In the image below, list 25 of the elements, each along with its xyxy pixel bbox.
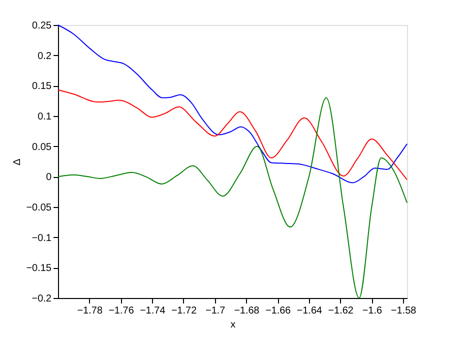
y-tick-label: 0.25 [32,20,52,32]
x-tick-label: −1.66 [265,306,292,316]
y-tick-label: −0.2 [32,294,52,304]
x-tick-label: −1.62 [328,306,354,316]
y-tick-label: 0.15 [32,81,52,92]
x-axis-title: x [230,320,236,330]
y-tick-label: −0.05 [26,202,52,214]
y-tick-label: −0.15 [26,263,52,274]
x-tick-label: −1.7 [205,306,226,316]
line-series [58,24,408,184]
y-tick-label: 0.1 [38,112,52,122]
x-tick-label: −1.64 [296,306,323,316]
x-tick-label: −1.58 [390,306,417,316]
x-tick-label: −1.68 [234,306,260,316]
x-tick-label: −1.74 [140,306,166,316]
x-tick-label: −1.78 [77,306,103,316]
y-axis-title: Δ [12,158,24,166]
x-tick-label: −1.6 [362,306,383,316]
y-tick-label: 0.05 [32,142,52,153]
x-tick-label: −1.72 [171,306,198,316]
y-tick-label: 0.2 [38,50,52,62]
line-series [58,89,408,180]
y-tick-label: −0.1 [32,232,52,244]
y-tick-label: 0 [46,172,52,184]
x-tick-label: −1.76 [108,306,134,316]
